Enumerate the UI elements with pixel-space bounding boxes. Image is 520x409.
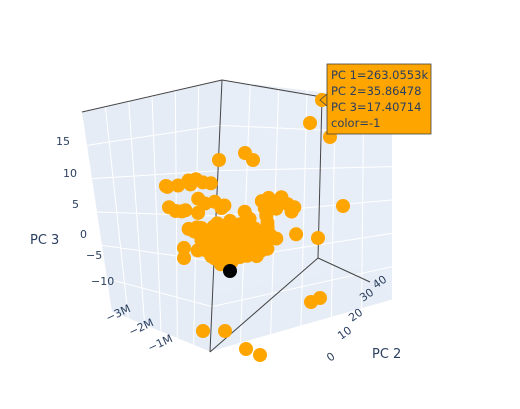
z-tick-label-2: 5	[72, 198, 79, 211]
data-point[interactable]	[257, 201, 272, 216]
x-tick-label-0: −3M	[104, 302, 133, 325]
gridline-vert-left-2	[128, 101, 146, 326]
z-tick-label-0: 15	[56, 135, 70, 148]
data-point[interactable]	[171, 178, 186, 193]
data-point[interactable]	[336, 199, 350, 213]
data-point[interactable]	[236, 248, 250, 263]
data-point[interactable]	[284, 204, 299, 219]
data-point[interactable]	[303, 116, 317, 130]
tooltip-line-pc3: PC 3=17.40714	[331, 100, 421, 114]
data-point[interactable]	[196, 324, 210, 338]
back-left-pane	[82, 80, 222, 352]
data-point[interactable]	[289, 227, 304, 242]
data-point[interactable]	[217, 198, 232, 213]
z-tick-label-4: −5	[86, 249, 102, 262]
z-tick-label-1: 10	[63, 167, 77, 180]
data-point[interactable]	[243, 235, 258, 250]
data-point[interactable]	[218, 324, 232, 338]
gridline-vert-left-3	[151, 95, 162, 333]
data-point[interactable]	[162, 200, 176, 215]
data-point[interactable]	[177, 240, 191, 255]
data-point[interactable]	[260, 215, 275, 230]
tooltip-line-pc2: PC 2=35.86478	[331, 84, 421, 98]
data-point[interactable]	[263, 230, 278, 245]
data-point[interactable]	[174, 204, 189, 219]
data-point[interactable]	[218, 231, 233, 246]
data-point[interactable]	[177, 251, 191, 265]
data-point[interactable]	[253, 348, 267, 362]
y-axis-title: PC 2	[372, 347, 401, 362]
tooltip-box	[326, 63, 432, 135]
gridline-vert-right-3	[300, 89, 308, 327]
x-tick-label-2: −1M	[146, 332, 175, 355]
hover-tooltip: PC 1=263.0553k PC 2=35.86478 PC 3=17.407…	[319, 63, 432, 135]
data-point[interactable]	[198, 196, 212, 211]
data-point[interactable]	[203, 176, 218, 191]
y-tick-label-1: 10	[335, 324, 354, 343]
z-tick-label-5: −10	[91, 275, 114, 288]
data-point[interactable]	[212, 153, 226, 167]
highlighted-data-point[interactable]	[223, 264, 237, 278]
data-point[interactable]	[311, 231, 325, 245]
data-point[interactable]	[246, 153, 260, 167]
data-point[interactable]	[181, 173, 196, 188]
gridline-vert-left-1	[104, 106, 129, 319]
floor-pane	[112, 265, 392, 352]
data-point[interactable]	[199, 243, 214, 258]
scatter-points[interactable]	[158, 93, 350, 362]
tooltip-line-pc1: PC 1=263.0553k	[331, 68, 428, 82]
data-point[interactable]	[254, 243, 269, 258]
tooltip-line-color: color=-1	[331, 116, 380, 130]
data-point[interactable]	[274, 190, 289, 205]
data-point[interactable]	[239, 342, 253, 356]
data-point[interactable]	[269, 201, 284, 216]
data-point[interactable]	[158, 179, 173, 193]
data-point[interactable]	[237, 204, 252, 219]
z-tick-label-3: 0	[80, 228, 87, 241]
data-point[interactable]	[304, 295, 318, 309]
y-tick-label-0: 0	[324, 350, 337, 365]
z-axis-title: PC 3	[30, 233, 59, 248]
